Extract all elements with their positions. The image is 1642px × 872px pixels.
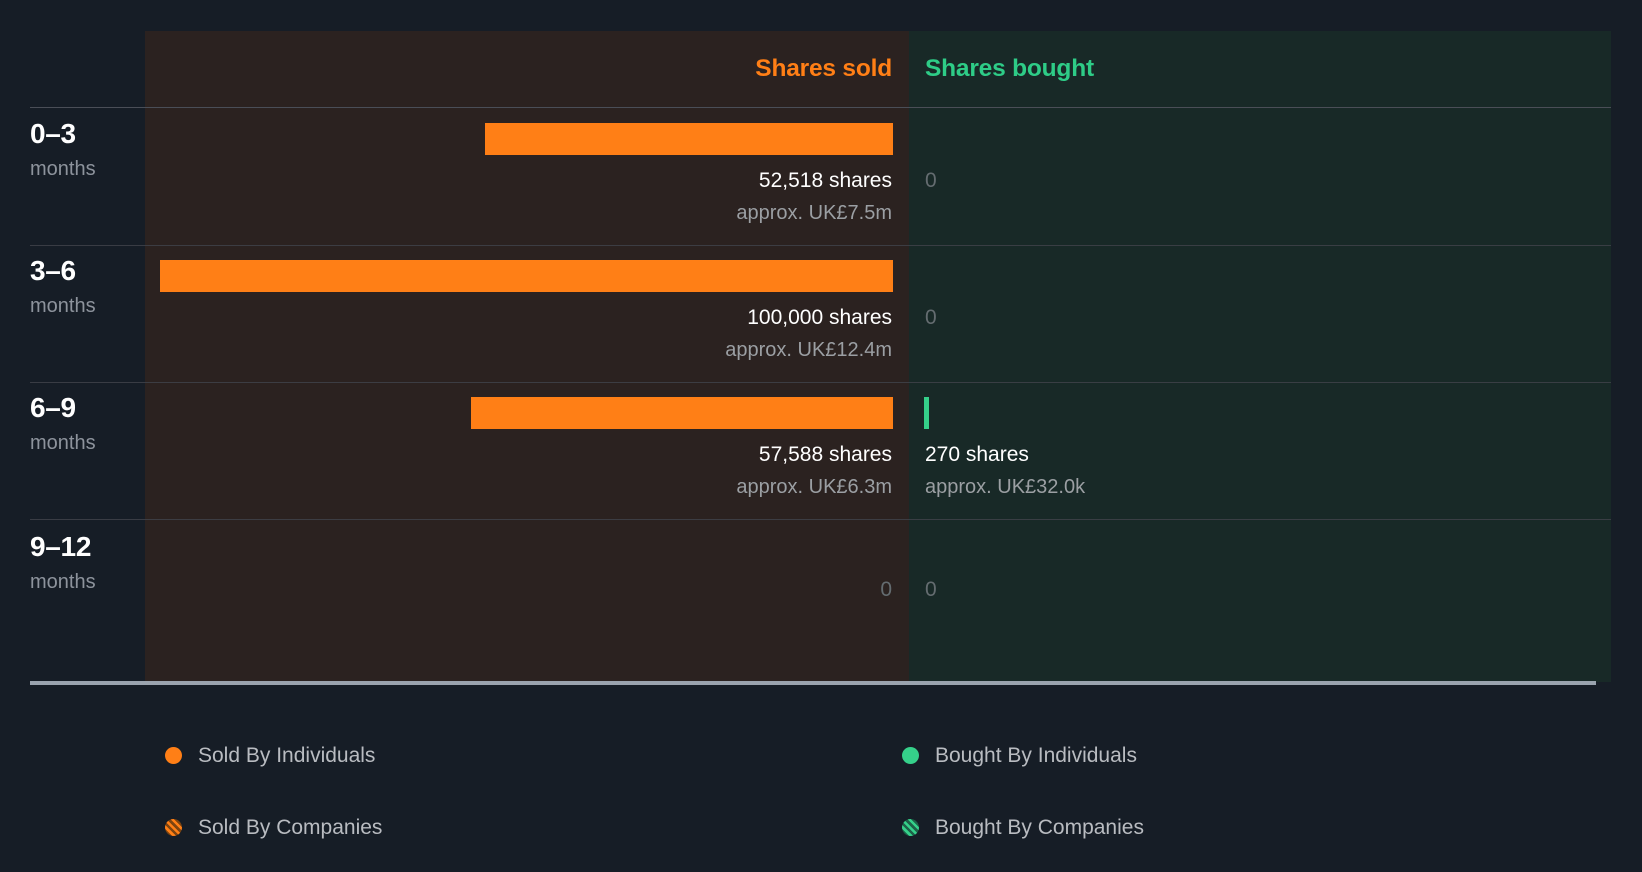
- sold-shares-value: 0: [880, 578, 892, 601]
- sold-values: 57,588 shares approx. UK£6.3m: [145, 444, 909, 497]
- sold-shares-value: 57,588 shares: [758, 443, 892, 466]
- shares-sold-header: Shares sold: [145, 31, 909, 107]
- row-period-range: 3–6: [30, 255, 76, 286]
- sold-values: 52,518 shares approx. UK£7.5m: [145, 170, 909, 223]
- legend-item-sold-by-companies[interactable]: Sold By Companies: [165, 817, 382, 838]
- sold-bar: [160, 260, 893, 292]
- legend-swatch-solid-orange-icon: [165, 747, 182, 764]
- shares-bought-panel: [909, 31, 1611, 682]
- sold-values: 0: [145, 579, 909, 612]
- row-period-label: 0–3 months: [30, 118, 142, 180]
- bought-values: 0: [909, 170, 1611, 203]
- row-period-label: 3–6 months: [30, 255, 142, 317]
- bought-values: 270 shares approx. UK£32.0k: [909, 444, 1611, 497]
- table-row: 3–6 months 100,000 shares approx. UK£12.…: [0, 246, 1642, 382]
- row-period-unit: months: [30, 295, 96, 317]
- sold-bar: [485, 123, 893, 155]
- row-separator-top: [30, 107, 1611, 108]
- bought-bar: [924, 397, 929, 429]
- bought-values: 0: [909, 579, 1611, 612]
- row-period-range: 0–3: [30, 118, 76, 149]
- legend-label: Sold By Individuals: [198, 744, 376, 767]
- row-period-range: 9–12: [30, 531, 92, 562]
- row-period-label: 6–9 months: [30, 392, 142, 454]
- table-row: 0–3 months 52,518 shares approx. UK£7.5m…: [0, 108, 1642, 245]
- sold-approx-value: approx. UK£7.5m: [736, 202, 892, 224]
- bought-shares-value: 0: [925, 578, 937, 601]
- row-separator-2: [30, 382, 1611, 383]
- sold-approx-value: approx. UK£12.4m: [725, 339, 892, 361]
- bought-values: 0: [909, 307, 1611, 340]
- legend-item-bought-by-individuals[interactable]: Bought By Individuals: [902, 745, 1137, 766]
- bought-shares-value: 0: [925, 306, 937, 329]
- row-period-unit: months: [30, 158, 96, 180]
- legend-label: Bought By Companies: [935, 816, 1144, 839]
- bought-shares-value: 270 shares: [925, 443, 1029, 466]
- sold-shares-value: 52,518 shares: [758, 169, 892, 192]
- row-period-range: 6–9: [30, 392, 76, 423]
- legend-swatch-solid-green-icon: [902, 747, 919, 764]
- sold-approx-value: approx. UK£6.3m: [736, 476, 892, 498]
- row-separator-3: [30, 519, 1611, 520]
- sold-bar: [471, 397, 893, 429]
- legend-label: Bought By Individuals: [935, 744, 1137, 767]
- row-period-unit: months: [30, 571, 96, 593]
- legend-swatch-striped-green-icon: [902, 819, 919, 836]
- sold-shares-value: 100,000 shares: [747, 306, 892, 329]
- legend-item-sold-by-individuals[interactable]: Sold By Individuals: [165, 745, 375, 766]
- shares-bought-header-label: Shares bought: [925, 55, 1094, 82]
- bought-approx-value: approx. UK£32.0k: [925, 476, 1086, 498]
- legend-item-bought-by-companies[interactable]: Bought By Companies: [902, 817, 1144, 838]
- shares-sold-header-label: Shares sold: [755, 55, 892, 82]
- shares-bought-header: Shares bought: [909, 31, 1611, 107]
- row-period-unit: months: [30, 432, 96, 454]
- legend-label: Sold By Companies: [198, 816, 383, 839]
- table-row: 9–12 months 0 0: [0, 520, 1642, 681]
- bought-shares-value: 0: [925, 169, 937, 192]
- legend-swatch-striped-orange-icon: [165, 819, 182, 836]
- sold-values: 100,000 shares approx. UK£12.4m: [145, 307, 909, 360]
- row-separator-1: [30, 245, 1611, 246]
- table-row: 6–9 months 57,588 shares approx. UK£6.3m…: [0, 383, 1642, 519]
- row-period-label: 9–12 months: [30, 531, 142, 593]
- chart-baseline-axis: [30, 681, 1596, 685]
